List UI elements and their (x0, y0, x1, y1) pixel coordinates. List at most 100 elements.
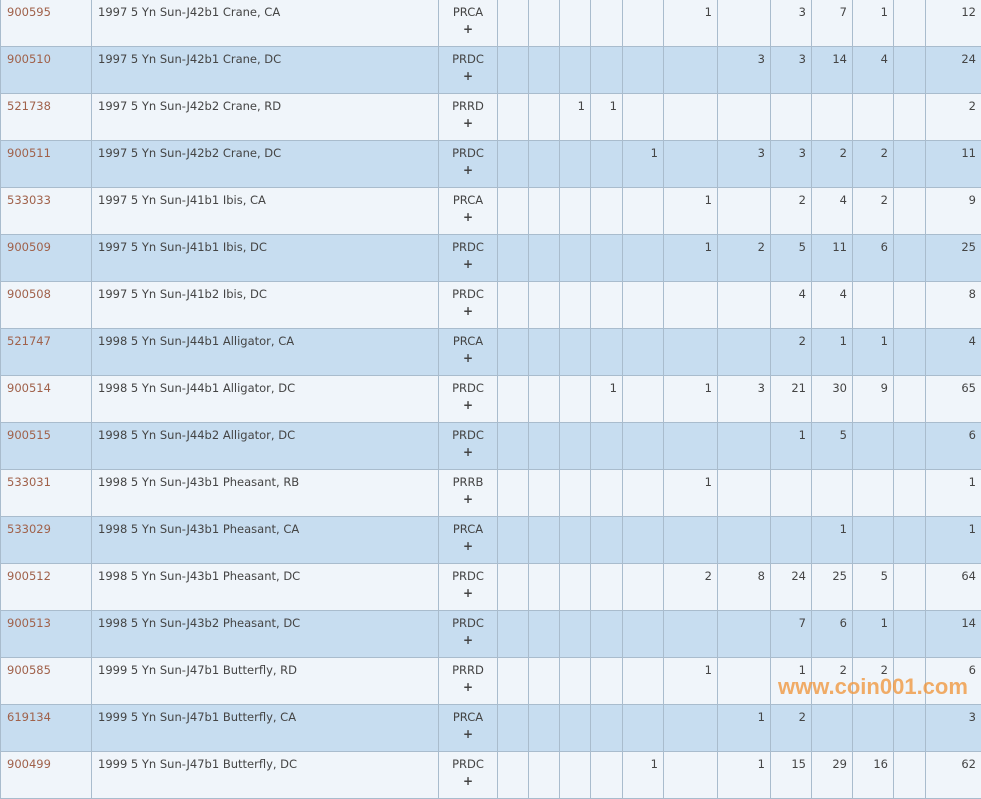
expand-plus-icon[interactable]: + (439, 22, 497, 36)
grade-count-cell: 1 (591, 376, 623, 423)
designation-label: PRDC (452, 616, 484, 630)
total-count-cell: 11 (926, 141, 981, 188)
grade-count-cell (498, 470, 529, 517)
expand-plus-icon[interactable]: + (439, 727, 497, 741)
grade-count-cell (664, 611, 718, 658)
total-count-cell: 8 (926, 282, 981, 329)
designation-cell: PRDC+ (439, 423, 498, 470)
coin-id-link[interactable]: 521738 (1, 94, 92, 141)
grade-count-cell (894, 0, 926, 47)
grade-count-cell (529, 423, 560, 470)
expand-plus-icon[interactable]: + (439, 774, 497, 788)
coin-id-link[interactable]: 900499 (1, 752, 92, 799)
grade-count-cell (560, 235, 591, 282)
expand-plus-icon[interactable]: + (439, 116, 497, 130)
coin-id-link[interactable]: 900512 (1, 564, 92, 611)
coin-id-link[interactable]: 900595 (1, 0, 92, 47)
grade-count-cell (529, 752, 560, 799)
grade-count-cell: 2 (718, 235, 771, 282)
grade-count-cell (498, 94, 529, 141)
coin-id-link[interactable]: 521747 (1, 329, 92, 376)
expand-plus-icon[interactable]: + (439, 445, 497, 459)
expand-plus-icon[interactable]: + (439, 304, 497, 318)
expand-plus-icon[interactable]: + (439, 163, 497, 177)
expand-plus-icon[interactable]: + (439, 539, 497, 553)
grade-count-cell (560, 47, 591, 94)
expand-plus-icon[interactable]: + (439, 633, 497, 647)
coin-id-link[interactable]: 533029 (1, 517, 92, 564)
expand-plus-icon[interactable]: + (439, 210, 497, 224)
grade-count-cell (623, 94, 664, 141)
grade-count-cell: 25 (812, 564, 853, 611)
coin-id-link[interactable]: 533031 (1, 470, 92, 517)
expand-plus-icon[interactable]: + (439, 586, 497, 600)
grade-count-cell (560, 611, 591, 658)
expand-plus-icon[interactable]: + (439, 351, 497, 365)
grade-count-cell: 1 (664, 188, 718, 235)
grade-count-cell (498, 282, 529, 329)
grade-count-cell: 11 (812, 235, 853, 282)
designation-label: PRRB (453, 475, 484, 489)
grade-count-cell: 1 (664, 0, 718, 47)
grade-count-cell (812, 94, 853, 141)
designation-cell: PRCA+ (439, 329, 498, 376)
coin-description: 1998 5 Yn Sun-J43b1 Pheasant, DC (92, 564, 439, 611)
designation-cell: PRRD+ (439, 658, 498, 705)
coin-id-link[interactable]: 900509 (1, 235, 92, 282)
grade-count-cell (591, 329, 623, 376)
grade-count-cell: 1 (560, 94, 591, 141)
grade-count-cell (664, 141, 718, 188)
designation-label: PRCA (453, 710, 483, 724)
grade-count-cell (894, 47, 926, 94)
grade-count-cell (529, 611, 560, 658)
grade-count-cell (623, 47, 664, 94)
grade-count-cell: 5 (853, 564, 894, 611)
grade-count-cell (894, 611, 926, 658)
grade-count-cell (560, 470, 591, 517)
coin-id-link[interactable]: 900514 (1, 376, 92, 423)
coin-id-link[interactable]: 900515 (1, 423, 92, 470)
grade-count-cell: 3 (771, 141, 812, 188)
grade-count-cell (498, 188, 529, 235)
coin-id-link[interactable]: 900510 (1, 47, 92, 94)
grade-count-cell (560, 329, 591, 376)
grade-count-cell (591, 282, 623, 329)
grade-count-cell: 30 (812, 376, 853, 423)
grade-count-cell: 1 (812, 329, 853, 376)
grade-count-cell: 7 (812, 0, 853, 47)
coin-id-link[interactable]: 619134 (1, 705, 92, 752)
coin-description: 1997 5 Yn Sun-J42b1 Crane, DC (92, 47, 439, 94)
grade-count-cell (623, 0, 664, 47)
expand-plus-icon[interactable]: + (439, 492, 497, 506)
coin-description: 1997 5 Yn Sun-J41b1 Ibis, CA (92, 188, 439, 235)
expand-plus-icon[interactable]: + (439, 680, 497, 694)
coin-id-link[interactable]: 900585 (1, 658, 92, 705)
grade-count-cell (529, 235, 560, 282)
grade-count-cell (560, 188, 591, 235)
coin-id-link[interactable]: 900513 (1, 611, 92, 658)
coin-id-link[interactable]: 900511 (1, 141, 92, 188)
grade-count-cell: 1 (664, 235, 718, 282)
grade-count-cell (853, 423, 894, 470)
coin-id-link[interactable]: 900508 (1, 282, 92, 329)
grade-count-cell: 2 (664, 564, 718, 611)
expand-plus-icon[interactable]: + (439, 398, 497, 412)
total-count-cell: 14 (926, 611, 981, 658)
grade-count-cell (591, 188, 623, 235)
grade-count-cell (623, 235, 664, 282)
total-count-cell: 1 (926, 470, 981, 517)
coin-description: 1997 5 Yn Sun-J41b1 Ibis, DC (92, 235, 439, 282)
grade-count-cell (529, 0, 560, 47)
expand-plus-icon[interactable]: + (439, 69, 497, 83)
grade-count-cell (623, 658, 664, 705)
grade-count-cell (718, 282, 771, 329)
designation-label: PRDC (452, 569, 484, 583)
grade-count-cell (623, 282, 664, 329)
coin-id-link[interactable]: 533033 (1, 188, 92, 235)
grade-count-cell (853, 517, 894, 564)
expand-plus-icon[interactable]: + (439, 257, 497, 271)
